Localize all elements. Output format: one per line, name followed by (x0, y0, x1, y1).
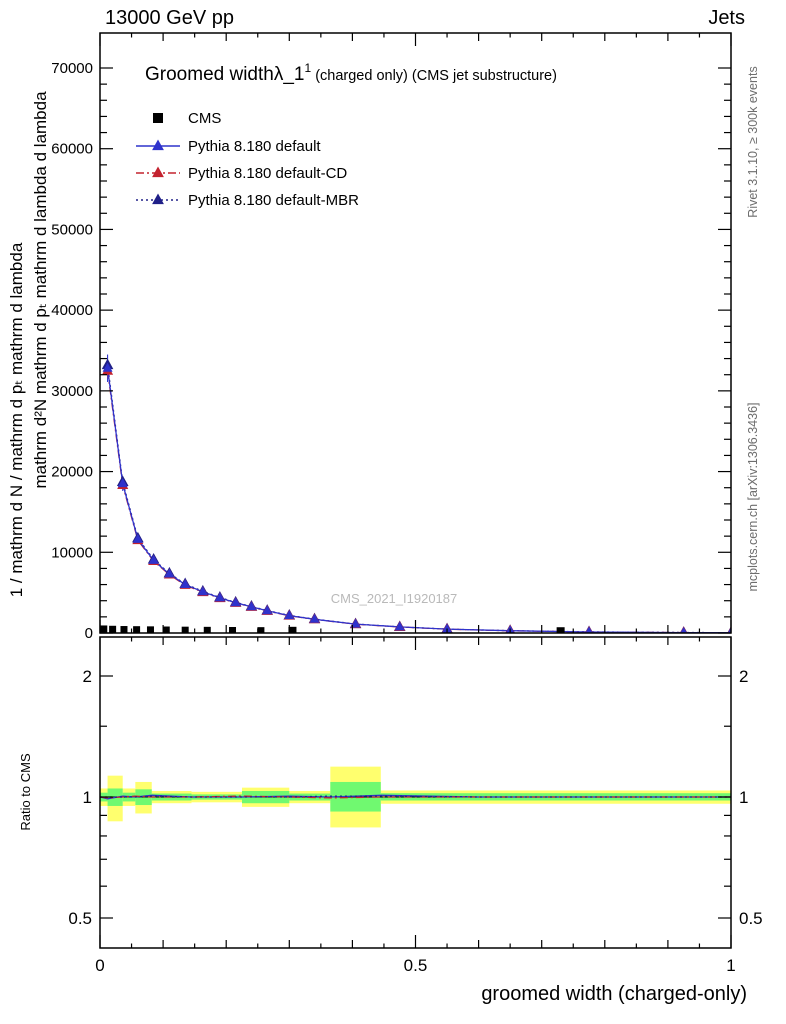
plot-title: Groomed widthλ_11 (charged only) (CMS je… (145, 61, 557, 85)
default-point-marker (230, 597, 241, 607)
default-point-marker (117, 478, 128, 488)
default-point-marker (309, 613, 320, 623)
cms-data-point (100, 625, 108, 633)
cms-data-point (556, 627, 565, 633)
ratio-yaxis-title: Ratio to CMS (18, 753, 33, 831)
main-y-tick-label: 70000 (51, 60, 93, 77)
cms-data-point (229, 626, 237, 633)
cms-data-point (162, 626, 170, 633)
main-y-tick-label: 40000 (51, 302, 93, 319)
x-tick-label: 1 (726, 956, 735, 975)
cms-data-point (146, 626, 154, 633)
ratio-bands-layer (100, 766, 731, 828)
tick-labels-layer: 0 10000 20000 30000 40000 50000 60000 70000 0.5 0… (51, 60, 762, 975)
cms-data-point (257, 627, 265, 633)
ratio-curve (100, 794, 731, 800)
xaxis-title: groomed width (charged-only) (481, 983, 747, 1005)
beam-energy-label: 13000 GeV pp (105, 7, 234, 29)
legend-label-cms: CMS (188, 110, 221, 127)
mcplots-reference-label: mcplots.cern.ch [arXiv:1306.3436] (746, 403, 760, 592)
main-y-tick-label: 10000 (51, 544, 93, 561)
default-point-marker (350, 618, 361, 628)
legend-label-pythia-default: Pythia 8.180 default (188, 138, 321, 155)
default-point-marker (214, 592, 225, 602)
legend-sample-marker (152, 166, 164, 178)
default-point-marker (197, 586, 208, 596)
main-y-tick-label: 60000 (51, 141, 93, 158)
plot-title-symbol: λ_1 (274, 64, 305, 85)
rivet-version-label: Rivet 3.1.10, ≥ 300k events (746, 66, 760, 217)
cms-data-point (288, 626, 297, 633)
default-point-marker (180, 579, 191, 589)
legend-markers-layer (136, 113, 180, 205)
legend-sample-marker (152, 193, 164, 205)
main-curves-layer (100, 354, 731, 633)
ratio-y-tick-label-right: 1 (739, 788, 748, 807)
x-tick-label: 0 (95, 956, 104, 975)
main-y-tick-label: 50000 (51, 221, 93, 238)
process-label: Jets (708, 7, 745, 29)
default-point-marker (284, 610, 295, 620)
default-point-marker (262, 605, 273, 615)
ratio-y-tick-label-left: 2 (83, 667, 92, 686)
main-yaxis-title-outer: 1 / mathrm d N / mathrm d pₜ mathrm d la… (7, 242, 26, 597)
cms-data-point (120, 626, 128, 633)
cms-data-point (109, 625, 117, 633)
plot-title-superscript: 1 (304, 61, 311, 75)
cms-data-point (133, 626, 141, 633)
default-point-marker (246, 601, 257, 611)
legend-label-pythia-cd: Pythia 8.180 default-CD (188, 165, 347, 182)
ratio-y-tick-label-left: 1 (83, 788, 92, 807)
main-y-tick-label: 0 (85, 625, 93, 642)
plot-title-suffix: (charged only) (CMS jet substructure) (311, 68, 557, 84)
plot-title-main: Groomed width (145, 64, 274, 85)
main-y-tick-label: 20000 (51, 464, 93, 481)
ratio-y-tick-label-right: 0.5 (739, 909, 763, 928)
analysis-id-watermark: CMS_2021_I1920187 (331, 591, 458, 606)
default-point-marker (132, 533, 143, 543)
main-yaxis-title-inner: mathrm d²N mathrm d pₜ mathrm d lambda d… (31, 91, 50, 489)
default-point-marker (102, 362, 113, 372)
ratio-y-tick-label-left: 0.5 (68, 909, 92, 928)
cms-data-point (203, 626, 211, 633)
x-tick-label: 0.5 (404, 956, 428, 975)
default-point-marker (394, 621, 405, 631)
legend-sample-marker (152, 139, 164, 151)
default-point-marker (164, 568, 175, 578)
chart-graphics: 0 10000 20000 30000 40000 50000 60000 70000 0.5 0… (51, 32, 763, 975)
cms-data-point (181, 626, 189, 633)
default-point-marker (148, 554, 159, 564)
legend-label-pythia-mbr: Pythia 8.180 default-MBR (188, 192, 359, 209)
ratio-y-tick-label-right: 2 (739, 667, 748, 686)
main-y-tick-label: 30000 (51, 383, 93, 400)
ratio-curve (100, 795, 731, 799)
frames-layer (99, 32, 732, 949)
default-point-marker (585, 626, 593, 633)
default-point-marker (680, 627, 687, 633)
legend-cms-square (153, 113, 163, 123)
